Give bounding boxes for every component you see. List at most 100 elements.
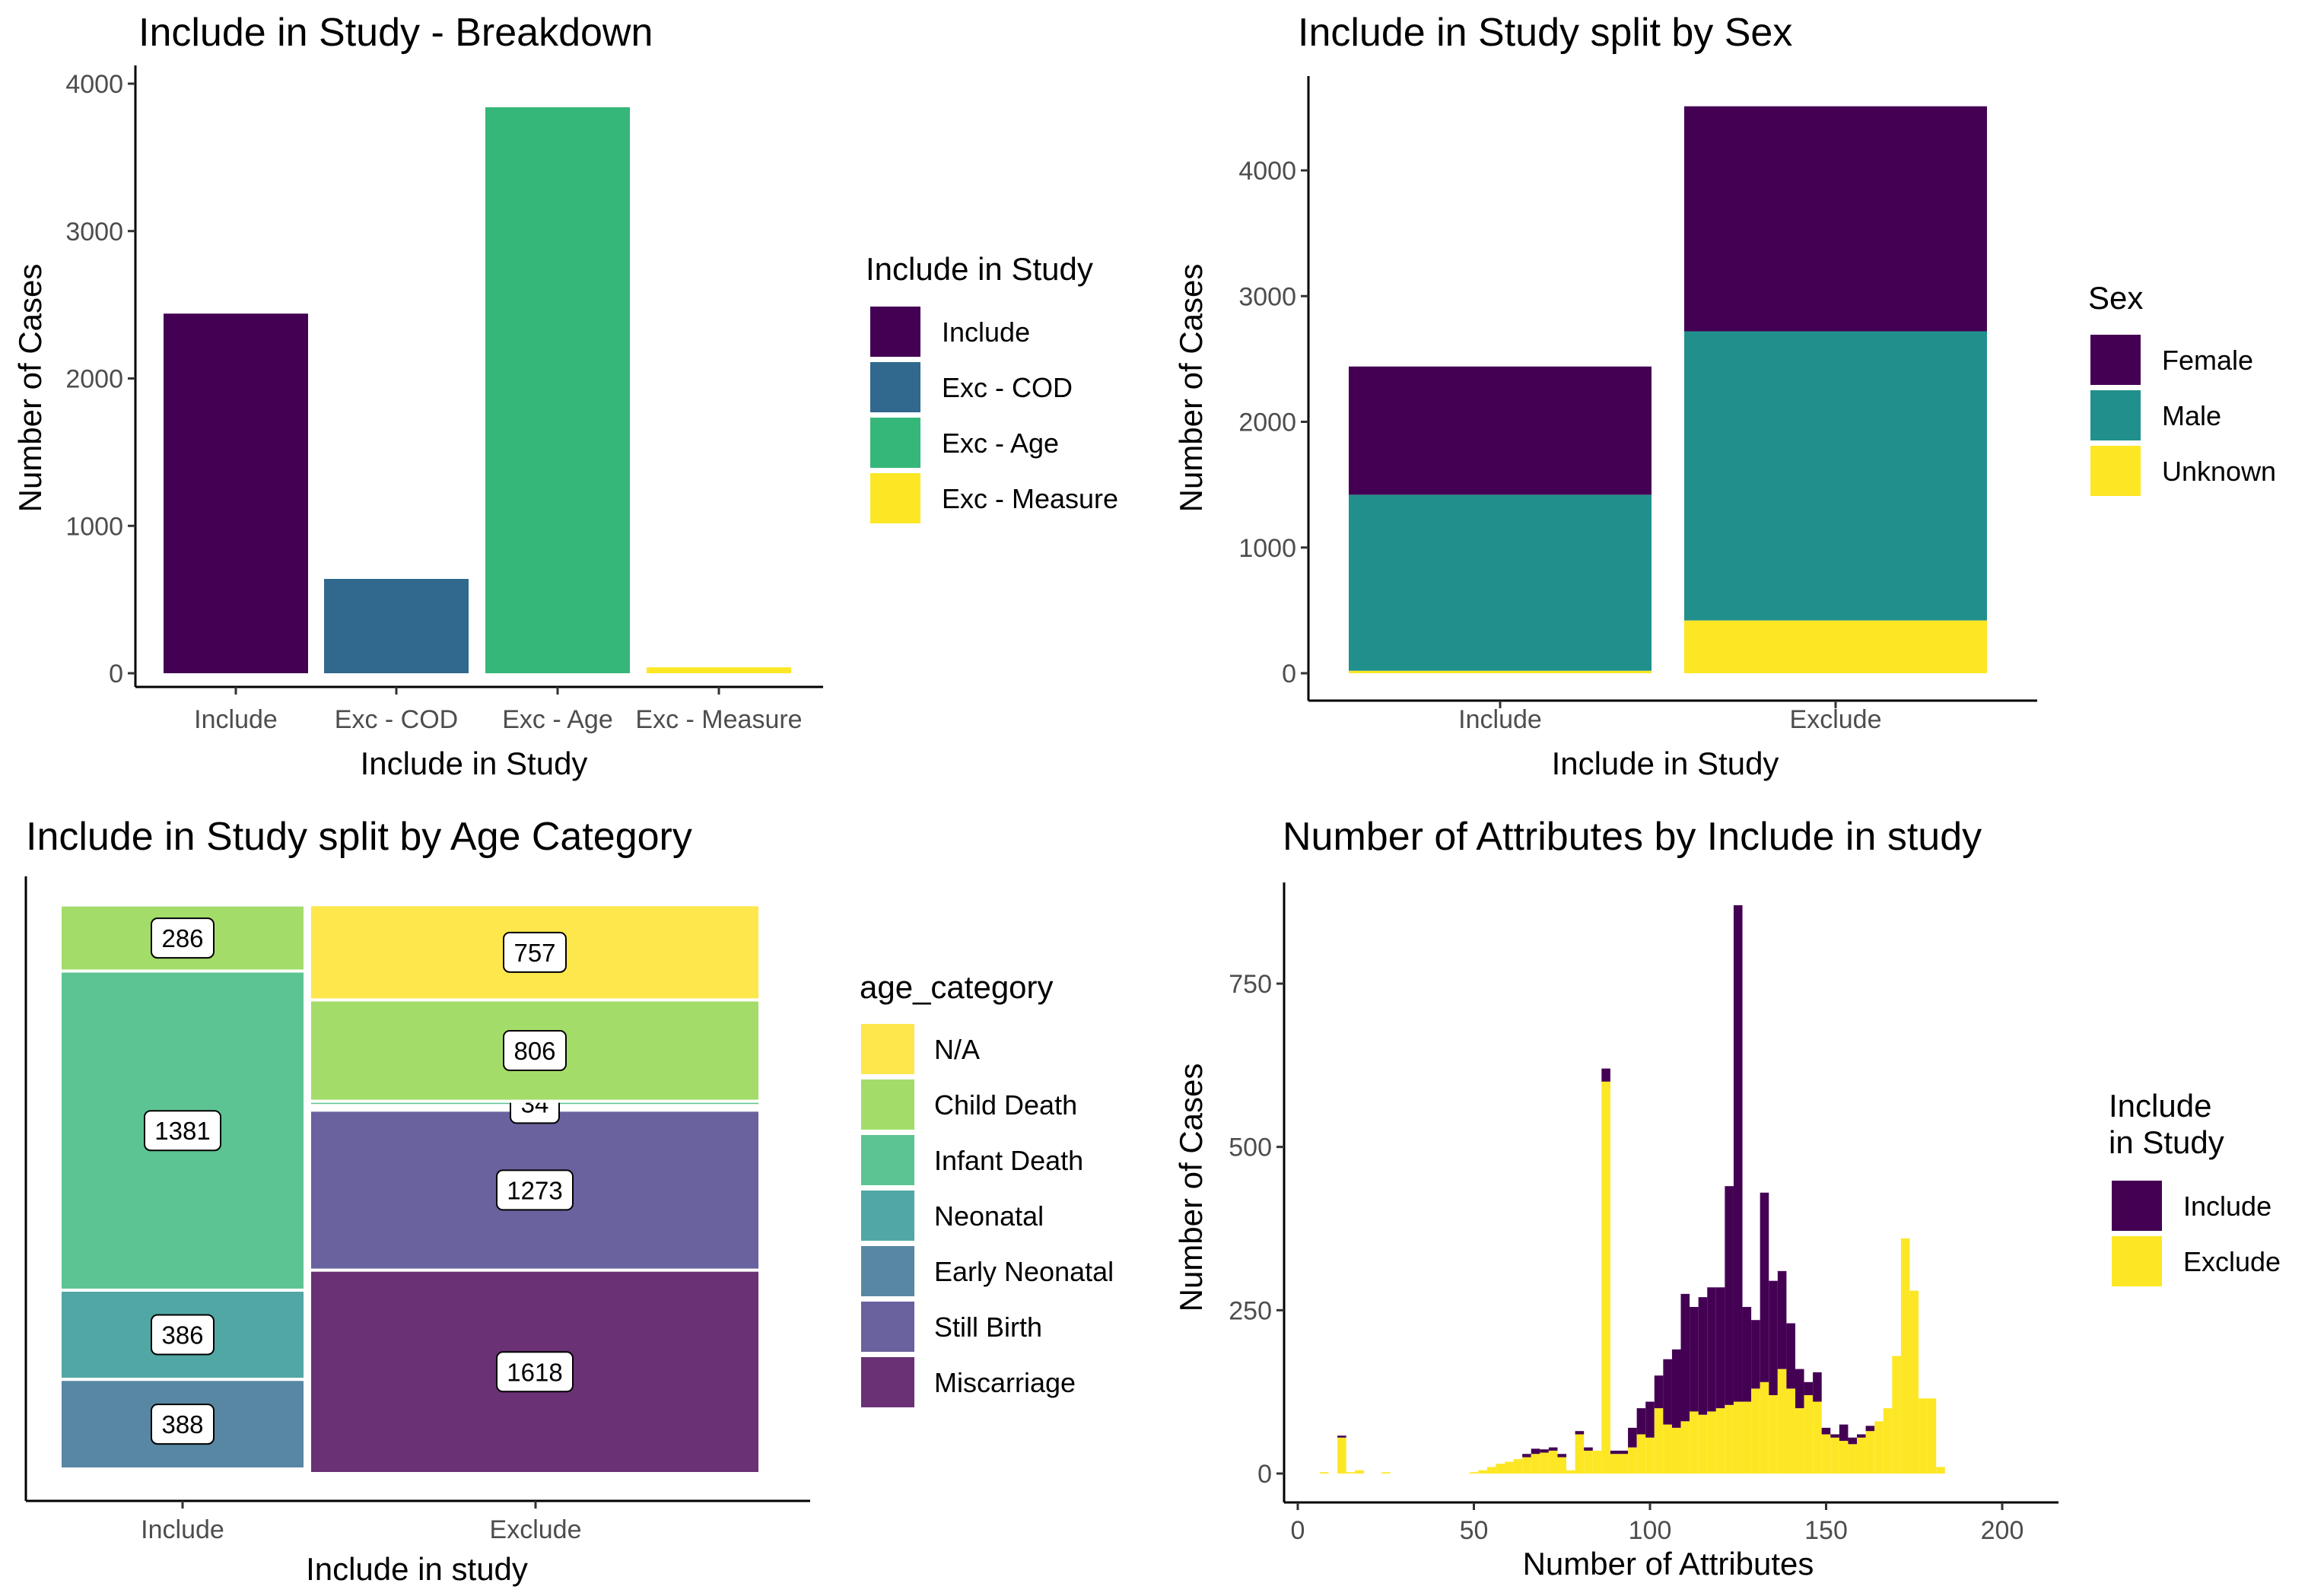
histogram-bar xyxy=(1777,1369,1787,1474)
legend: age_category N/A Child Death Infant Death N… xyxy=(860,969,1114,1407)
legend: Sex Female Male Unknown xyxy=(2088,280,2276,496)
histogram-bar xyxy=(1909,1290,1919,1474)
chart-title: Include in Study split by Age Category xyxy=(26,815,692,859)
histogram-bar xyxy=(1883,1408,1893,1474)
legend-label: Infant Death xyxy=(934,1145,1083,1176)
histogram-bar xyxy=(1813,1372,1822,1402)
x-tick-label: Exc - Age xyxy=(502,705,613,734)
y-axis: 0 250 500 750 xyxy=(1229,882,1286,1502)
histogram-bar xyxy=(1584,1447,1593,1451)
y-tick-label: 3000 xyxy=(1238,282,1296,311)
histogram-bar xyxy=(1830,1437,1839,1474)
histogram-bar xyxy=(1777,1270,1787,1369)
data-label-box xyxy=(503,1030,567,1072)
data-label-box xyxy=(151,1314,215,1356)
x-axis: Include Exclude xyxy=(1308,699,2037,734)
legend-swatch xyxy=(2090,335,2141,385)
bar xyxy=(647,667,791,673)
histogram-bar xyxy=(1751,1388,1760,1474)
data-label: 1273 xyxy=(507,1176,562,1204)
x-tick-label: Exc - COD xyxy=(335,705,458,734)
data-label: 1381 xyxy=(154,1117,210,1145)
x-tick-label: 0 xyxy=(1291,1516,1305,1545)
x-axis-title: Number of Attributes xyxy=(1523,1546,1814,1582)
bar-segment xyxy=(1684,106,1987,332)
histogram-bar xyxy=(1919,1398,1928,1474)
y-tick-label: 500 xyxy=(1229,1133,1272,1162)
histogram-bar xyxy=(1742,1307,1752,1402)
histogram-bar xyxy=(1690,1411,1699,1474)
y-axis-title: Number of Cases xyxy=(1173,1063,1209,1312)
x-axis-title: Include in Study xyxy=(1552,746,1779,781)
histogram-bar xyxy=(1548,1447,1558,1451)
legend-label: Female xyxy=(2162,345,2253,376)
histogram-bar xyxy=(1486,1467,1496,1474)
histogram-bar xyxy=(1531,1448,1540,1455)
bars-group xyxy=(164,107,791,673)
histogram-bar xyxy=(1654,1408,1664,1474)
histogram-bar xyxy=(1540,1452,1549,1474)
mosaic-tile xyxy=(59,903,307,973)
histogram-bar xyxy=(1575,1434,1585,1474)
y-tick-label: 0 xyxy=(109,660,123,688)
y-tick-label: 0 xyxy=(1282,660,1296,688)
y-axis: 0 1000 2000 3000 4000 xyxy=(65,65,137,688)
y-tick-label: 4000 xyxy=(1238,157,1296,186)
histogram-bar xyxy=(1645,1437,1655,1474)
panel-age-category: Include in Study split by Age Category 3… xyxy=(24,815,1114,1587)
y-axis-title: Number of Cases xyxy=(1173,264,1209,513)
bars-group xyxy=(1319,905,1945,1474)
x-tick-label: Exc - Measure xyxy=(635,705,802,734)
histogram-bar xyxy=(1760,1192,1769,1382)
legend: Include in Study Include Exc - COD Exc - A… xyxy=(866,251,1118,523)
histogram-bar xyxy=(1813,1401,1822,1474)
bars-group xyxy=(1349,106,1987,673)
legend-label: Exc - Age xyxy=(942,428,1059,459)
histogram-bar xyxy=(1865,1426,1875,1432)
histogram-bar xyxy=(1548,1450,1558,1474)
histogram-bar xyxy=(1848,1437,1858,1445)
histogram-bar xyxy=(1557,1454,1567,1458)
panel-sex: Include in Study split by Sex 0 1000 2000 3… xyxy=(1173,11,2276,781)
data-label: 386 xyxy=(161,1321,203,1350)
histogram-bar xyxy=(1319,1472,1329,1474)
histogram-bar xyxy=(1645,1401,1655,1438)
y-tick-label: 2000 xyxy=(65,365,123,394)
chart-title: Include in Study - Breakdown xyxy=(138,11,653,55)
histogram-bar xyxy=(1636,1408,1646,1435)
histogram-bar xyxy=(1821,1434,1831,1474)
histogram-bar xyxy=(1469,1472,1479,1474)
histogram-bar xyxy=(1346,1472,1356,1474)
histogram-bar xyxy=(1610,1454,1620,1474)
histogram-bar xyxy=(1601,1081,1610,1474)
data-label: 388 xyxy=(161,1410,203,1439)
histogram-bar xyxy=(1742,1401,1752,1474)
histogram-bar xyxy=(1936,1467,1945,1474)
histogram-bar xyxy=(1680,1421,1690,1474)
legend-label: N/A xyxy=(934,1034,980,1065)
histogram-bar xyxy=(1821,1427,1831,1435)
x-axis: 0 50 100 150 200 xyxy=(1284,1501,2058,1545)
histogram-bar xyxy=(1804,1394,1814,1474)
bar-segment xyxy=(1349,366,1652,495)
bar xyxy=(485,107,630,673)
x-tick-label: Include xyxy=(194,705,278,734)
histogram-bar xyxy=(1663,1359,1672,1425)
y-tick-label: 1000 xyxy=(65,512,123,541)
data-label: 1618 xyxy=(507,1358,562,1386)
histogram-bar xyxy=(1592,1450,1602,1474)
legend-swatch xyxy=(870,307,920,357)
histogram-bar xyxy=(1874,1421,1884,1474)
histogram-bar xyxy=(1337,1437,1346,1474)
histogram-bar xyxy=(1733,905,1743,1402)
legend-label: Exclude xyxy=(2183,1246,2281,1277)
histogram-bar xyxy=(1733,1401,1743,1474)
histogram-bar xyxy=(1865,1431,1875,1474)
legend-swatch xyxy=(2090,446,2141,496)
histogram-bar xyxy=(1381,1472,1391,1474)
x-tick-label: Include xyxy=(1458,705,1542,734)
legend-label: Include xyxy=(942,316,1030,348)
legend-label: Male xyxy=(2162,400,2221,431)
histogram-bar xyxy=(1892,1356,1901,1474)
